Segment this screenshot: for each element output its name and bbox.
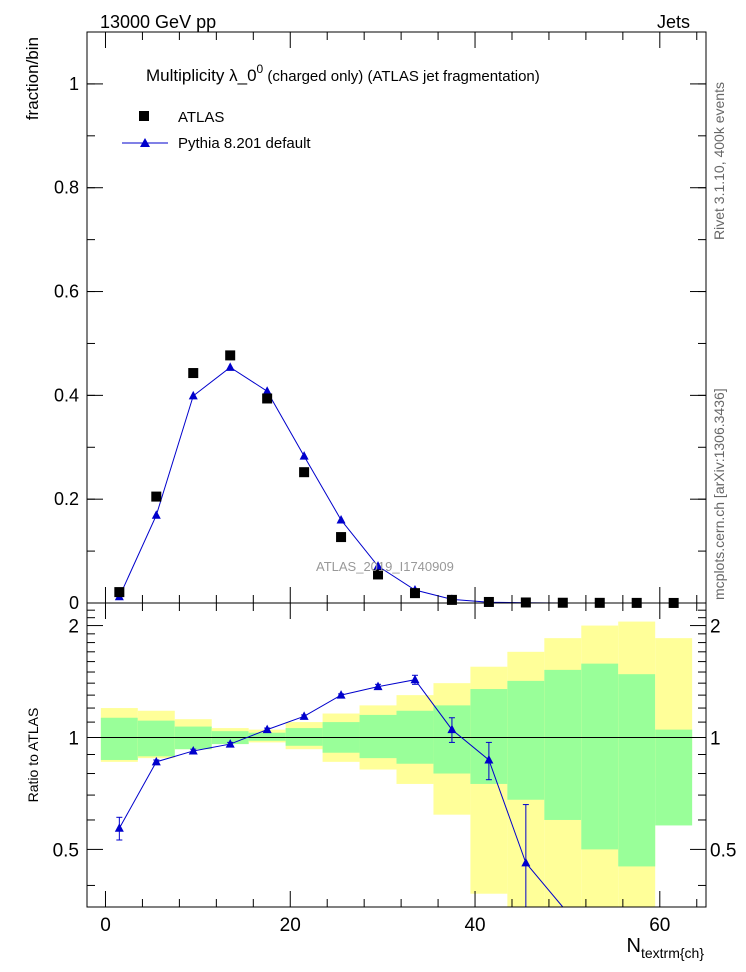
- atlas-main-point: [520, 597, 531, 608]
- pythia-ratio-point: [262, 724, 272, 734]
- title-main: Multiplicity λ_0: [146, 66, 257, 85]
- ratio-plot-panel: 0.5 0.51 12 20 20 40 60 Ratio to ATLAS Ntextrm…: [25, 602, 736, 961]
- pythia-main-point: [225, 362, 235, 371]
- legend-pythia-label: Pythia 8.201 default: [178, 135, 311, 152]
- atlas-main-point: [373, 569, 384, 580]
- pythia-main-point: [151, 510, 161, 519]
- main-y-tick-label: 0.2: [54, 489, 79, 509]
- header-right-label: Jets: [657, 12, 690, 32]
- ratio-stat-uncertainty-band: [618, 674, 656, 867]
- ratio-plot-axes: 0.5 0.51 12 20 20 40 60: [53, 603, 736, 936]
- ratio-stat-uncertainty-band: [137, 720, 175, 757]
- ratio-stat-uncertainty-band: [507, 680, 545, 800]
- main-y-tick-label: 1: [69, 74, 79, 94]
- pythia-ratio-point: [484, 754, 494, 764]
- pythia-ratio-point: [151, 756, 161, 766]
- atlas-main-point: [336, 532, 347, 543]
- atlas-main-point: [225, 350, 236, 361]
- pythia-ratio-point: [299, 711, 309, 720]
- ratio-y-tick-label: 1: [68, 728, 79, 749]
- pythia-ratio-point: [188, 745, 198, 755]
- ratio-plot-data: [87, 621, 706, 908]
- ratio-stat-uncertainty-band: [100, 717, 138, 760]
- ratio-stat-uncertainty-band: [285, 728, 323, 746]
- pythia-main-point: [336, 514, 346, 524]
- pythia-ratio-point: [114, 823, 124, 832]
- ratio-x-tick-label: 20: [280, 915, 301, 936]
- pythia-main-point: [262, 386, 272, 395]
- ratio-stat-uncertainty-band: [581, 663, 619, 850]
- atlas-main-point: [299, 467, 310, 478]
- atlas-main-point: [262, 393, 273, 404]
- ratio-y-tick-label-right: 0.5: [710, 840, 736, 861]
- atlas-main-point: [483, 596, 494, 607]
- ratio-x-tick-label: 0: [100, 915, 111, 936]
- ratio-x-axis-label: Ntextrm{ch}: [627, 935, 705, 961]
- main-plot-axes: 0 0.2 0.4 0.6 0.8 1: [54, 31, 706, 613]
- pythia-ratio-point: [225, 739, 235, 748]
- atlas-main-point: [114, 587, 125, 598]
- title-rest: (charged only) (ATLAS jet fragmentation): [263, 68, 540, 85]
- main-plot-data: [114, 350, 679, 608]
- pythia-main-point: [188, 390, 198, 400]
- atlas-main-point: [446, 594, 457, 605]
- legend: ATLAS Pythia 8.201 default: [122, 109, 311, 152]
- rivet-version-label: Rivet 3.1.10, 400k events: [711, 82, 727, 240]
- main-y-tick-label: 0.8: [54, 178, 79, 198]
- pythia-ratio-point: [447, 724, 457, 734]
- x-label-main: N: [627, 935, 641, 957]
- pythia-ratio-point: [410, 674, 420, 684]
- pythia-ratio-point: [373, 681, 383, 691]
- ratio-x-tick-label: 60: [649, 915, 670, 936]
- legend-atlas-label: ATLAS: [178, 109, 224, 126]
- atlas-main-point: [151, 491, 162, 502]
- ratio-y-axis-label: Ratio to ATLAS: [25, 708, 41, 803]
- main-y-axis-label: fraction/bin: [23, 37, 42, 120]
- atlas-main-point: [409, 588, 420, 599]
- ratio-stat-uncertainty-band: [248, 732, 286, 741]
- x-label-sub: textrm{ch}: [641, 945, 704, 961]
- ratio-y-tick-label-right: 1: [710, 728, 721, 749]
- main-plot-panel: 00.20.40.60.81 Multiplicity λ_00 (charge…: [23, 31, 707, 613]
- atlas-main-point: [188, 368, 199, 379]
- ratio-stat-uncertainty-band: [359, 714, 397, 759]
- pythia-ratio-point: [336, 690, 346, 699]
- main-y-tick-label: 0.6: [54, 282, 79, 302]
- header-left-label: 13000 GeV pp: [100, 12, 216, 32]
- ratio-stat-uncertainty-band: [655, 729, 693, 826]
- title-superscript: 0: [257, 62, 264, 76]
- mcplots-source-label: mcplots.cern.ch [arXiv:1306.3436]: [711, 388, 727, 600]
- analysis-watermark: ATLAS_2019_I1740909: [316, 559, 454, 574]
- ratio-stat-uncertainty-band: [544, 669, 582, 820]
- ratio-y-tick-label: 2: [68, 617, 79, 638]
- ratio-y-tick-label-right: 2: [710, 617, 721, 638]
- main-y-tick-label: 0: [69, 593, 79, 613]
- ratio-x-tick-label: 40: [464, 915, 485, 936]
- legend-pythia-marker: [140, 138, 150, 147]
- main-plot-title: Multiplicity λ_00 (charged only) (ATLAS …: [146, 62, 540, 85]
- main-y-tick-label: 0.4: [54, 385, 79, 405]
- pythia-ratio-point: [521, 857, 531, 867]
- pythia-main-point: [299, 451, 309, 460]
- ratio-y-tick-label: 0.5: [53, 840, 79, 861]
- legend-atlas-marker: [139, 111, 149, 121]
- pythia-main-point: [373, 561, 383, 570]
